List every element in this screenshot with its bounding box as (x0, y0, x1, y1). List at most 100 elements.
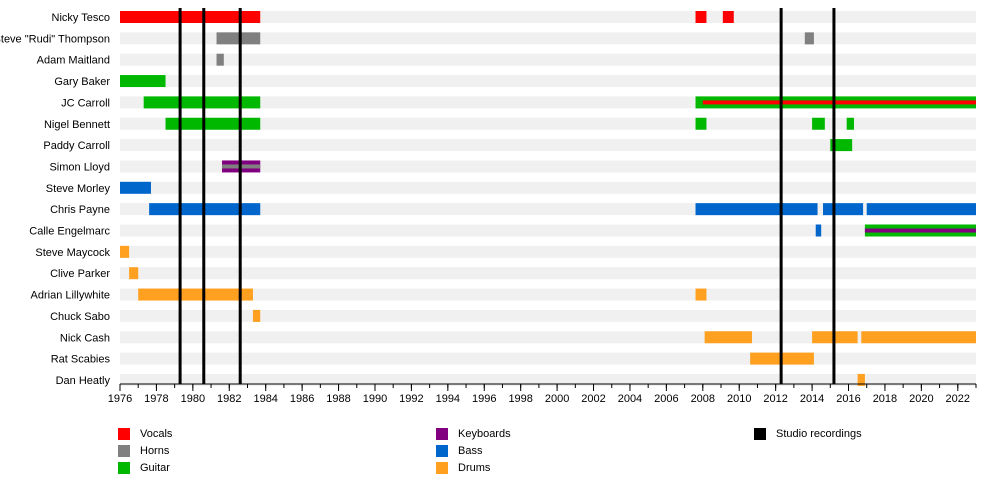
bar-steve-maycock-drums (120, 245, 130, 258)
bar-jc-carroll-vocals-overlay (702, 100, 976, 105)
x-tick-label-2006: 2006 (654, 393, 678, 405)
x-tick-label-1988: 1988 (326, 393, 350, 405)
row-band (120, 267, 976, 280)
x-tick-label-2000: 2000 (545, 393, 569, 405)
x-tick-label-2008: 2008 (691, 393, 715, 405)
row-band (120, 160, 976, 173)
member-label-clive-parker: Clive Parker (50, 268, 110, 280)
bar-dan-heatly-drums (857, 373, 865, 386)
x-tick-label-1976: 1976 (108, 393, 132, 405)
row-band (120, 331, 976, 344)
x-tick-label-2012: 2012 (763, 393, 787, 405)
bar-chris-payne-bass (695, 203, 818, 216)
bar-gary-baker-guitar (120, 75, 166, 88)
legend-swatch-studio-recordings (754, 428, 766, 440)
bar-nicky-tesco-vocals (695, 11, 707, 23)
row-band (120, 53, 976, 66)
row-band (120, 309, 976, 322)
x-tick-label-2018: 2018 (873, 393, 897, 405)
bar-steve-rudi-thompson-horns (216, 32, 261, 45)
x-tick-label-2020: 2020 (909, 393, 933, 405)
bar-nigel-bennett-guitar (812, 117, 825, 130)
member-label-adrian-lillywhite: Adrian Lillywhite (31, 290, 110, 302)
bar-steve-morley-bass (120, 181, 151, 194)
row-band (120, 139, 976, 152)
bar-calle-engelmarc-keyboards-overlay (864, 228, 976, 233)
member-label-dan-heatly: Dan Heatly (56, 375, 111, 387)
legend-swatch-vocals (118, 428, 130, 440)
legend-swatch-bass (436, 445, 448, 457)
legend-swatch-horns (118, 445, 130, 457)
member-label-paddy-carroll: Paddy Carroll (43, 140, 110, 152)
legend-swatch-guitar (118, 462, 130, 474)
row-band (120, 373, 976, 386)
row-band (120, 352, 976, 365)
member-label-nigel-bennett: Nigel Bennett (44, 119, 110, 131)
bar-adrian-lillywhite-drums (138, 288, 253, 301)
member-label-chris-payne: Chris Payne (50, 204, 110, 216)
bar-chris-payne-bass (866, 203, 976, 216)
row-band (120, 288, 976, 301)
legend-label-guitar: Guitar (140, 462, 170, 474)
bar-nigel-bennett-guitar (695, 117, 707, 130)
member-label-jc-carroll: JC Carroll (61, 97, 110, 109)
row-band (120, 11, 976, 23)
legend-label-drums: Drums (458, 462, 491, 474)
bar-paddy-carroll-guitar (830, 139, 853, 152)
x-tick-label-1994: 1994 (436, 393, 460, 405)
member-label-steve-maycock: Steve Maycock (35, 247, 110, 259)
legend-label-bass: Bass (458, 445, 483, 457)
legend-swatch-keyboards (436, 428, 448, 440)
x-tick-label-1986: 1986 (290, 393, 314, 405)
bar-nicky-tesco-vocals (120, 11, 261, 23)
row-band (120, 224, 976, 237)
bar-adam-maitland-horns (216, 53, 224, 66)
x-tick-label-1984: 1984 (253, 393, 277, 405)
x-tick-label-1998: 1998 (508, 393, 532, 405)
legend-label-horns: Horns (140, 445, 170, 457)
member-label-steve-morley: Steve Morley (46, 183, 111, 195)
legend-swatch-drums (436, 462, 448, 474)
member-label-chuck-sabo: Chuck Sabo (50, 311, 110, 323)
x-tick-label-2016: 2016 (836, 393, 860, 405)
legend-label-keyboards: Keyboards (458, 428, 511, 440)
x-tick-label-2010: 2010 (727, 393, 751, 405)
member-label-gary-baker: Gary Baker (54, 76, 110, 88)
bar-adrian-lillywhite-drums (695, 288, 707, 301)
member-label-calle-engelmarc: Calle Engelmarc (29, 226, 110, 238)
x-tick-label-1982: 1982 (217, 393, 241, 405)
member-label-adam-maitland: Adam Maitland (37, 55, 110, 67)
x-tick-label-1990: 1990 (363, 393, 387, 405)
x-tick-label-2002: 2002 (581, 393, 605, 405)
bar-chris-payne-bass (823, 203, 864, 216)
row-band (120, 75, 976, 88)
x-tick-label-1978: 1978 (144, 393, 168, 405)
bar-steve-rudi-thompson-horns (804, 32, 814, 45)
bar-nigel-bennett-guitar (165, 117, 261, 130)
row-band (120, 181, 976, 194)
row-band (120, 32, 976, 45)
x-tick-label-1996: 1996 (472, 393, 496, 405)
bar-nicky-tesco-vocals (722, 11, 734, 23)
x-tick-label-1980: 1980 (181, 393, 205, 405)
bar-calle-engelmarc-bass (815, 224, 822, 237)
x-tick-label-2004: 2004 (618, 393, 642, 405)
bar-nick-cash-drums (861, 331, 976, 344)
legend-label-studio-recordings: Studio recordings (776, 428, 862, 440)
x-tick-label-2022: 2022 (946, 393, 970, 405)
legend-label-vocals: Vocals (140, 428, 173, 440)
bar-nick-cash-drums (704, 331, 752, 344)
bar-clive-parker-drums (129, 267, 139, 280)
member-label-steve-rudi-thompson: Steve "Rudi" Thompson (0, 33, 110, 45)
member-label-rat-scabies: Rat Scabies (51, 354, 111, 366)
row-band (120, 117, 976, 130)
bar-chuck-sabo-drums (252, 309, 261, 322)
member-label-simon-lloyd: Simon Lloyd (49, 161, 110, 173)
member-label-nick-cash: Nick Cash (60, 332, 110, 344)
row-band (120, 245, 976, 258)
x-tick-label-1992: 1992 (399, 393, 423, 405)
member-label-nicky-tesco: Nicky Tesco (52, 12, 110, 24)
x-tick-label-2014: 2014 (800, 393, 824, 405)
